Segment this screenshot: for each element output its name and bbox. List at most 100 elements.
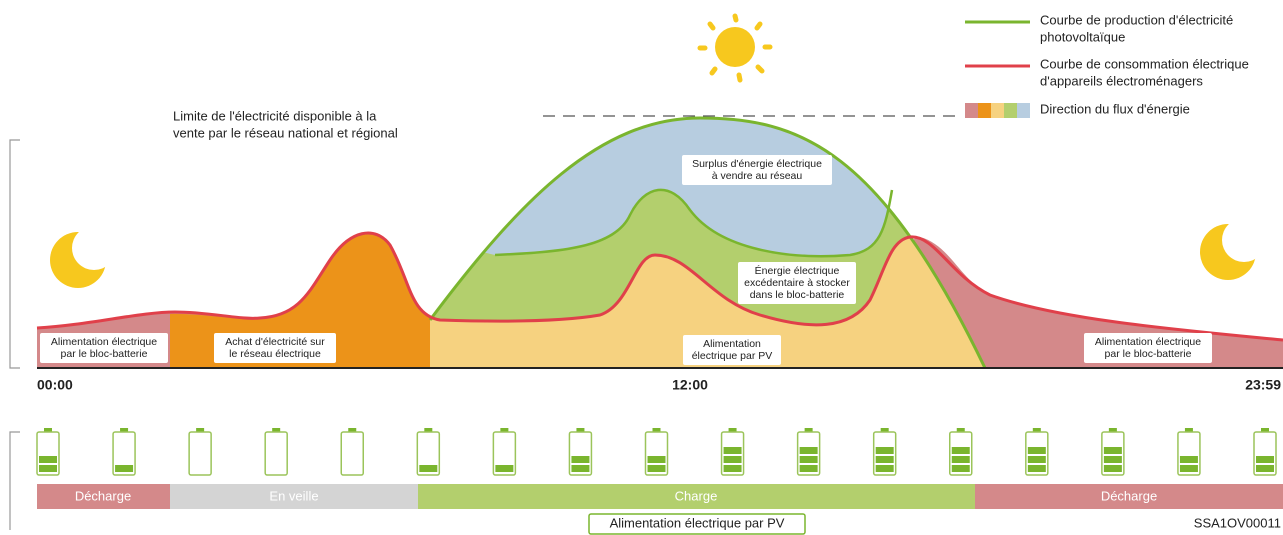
legend-label: Courbe de production d'électricité bbox=[1040, 12, 1233, 27]
battery bbox=[416, 428, 441, 476]
battery bbox=[796, 428, 821, 476]
label-box bbox=[682, 155, 832, 185]
battery bbox=[644, 428, 669, 476]
battery-bar bbox=[495, 465, 514, 472]
battery-bar bbox=[39, 456, 57, 463]
battery-bar bbox=[951, 447, 970, 454]
label-line: Alimentation électrique bbox=[51, 336, 157, 348]
label-line: Alimentation bbox=[703, 338, 761, 350]
pv-supply-area bbox=[430, 236, 985, 368]
label-line: dans le bloc-batterie bbox=[750, 289, 845, 301]
battery-cap bbox=[348, 428, 357, 432]
battery bbox=[264, 428, 288, 476]
battery-body bbox=[1253, 431, 1277, 476]
surplus-area bbox=[430, 118, 892, 257]
legend-swatch bbox=[965, 103, 1030, 118]
battery bbox=[188, 428, 212, 476]
state-bar bbox=[418, 484, 975, 509]
label-line: Achat d'électricité sur bbox=[225, 336, 325, 348]
battery-bar bbox=[875, 465, 894, 472]
battery-bar bbox=[951, 465, 970, 472]
label-line: excédentaire à stocker bbox=[744, 277, 850, 289]
battery-bar bbox=[1027, 456, 1046, 463]
pv-curve bbox=[428, 116, 987, 369]
battery-cap bbox=[272, 428, 281, 432]
legend-label: Courbe de consommation électrique bbox=[1040, 56, 1249, 71]
label-box bbox=[1084, 333, 1212, 363]
battery-body bbox=[340, 431, 364, 476]
time-label: 23:59 bbox=[1245, 377, 1281, 393]
battery-bar bbox=[799, 465, 818, 472]
label-line: à vendre au réseau bbox=[712, 170, 803, 182]
battery-body bbox=[1177, 431, 1201, 476]
legend-label: photovoltaïque bbox=[1040, 29, 1125, 44]
battery-body bbox=[492, 431, 517, 476]
battery-bar bbox=[571, 465, 590, 472]
battery-bar bbox=[1027, 465, 1046, 472]
battery-body bbox=[188, 431, 212, 476]
moon-icon bbox=[50, 226, 116, 288]
limit-label: vente par le réseau national et régional bbox=[173, 125, 398, 140]
battery-bar bbox=[1256, 456, 1274, 463]
footer-label: Alimentation électrique par PV bbox=[610, 515, 785, 530]
battery-bar bbox=[1103, 465, 1122, 472]
state-label: Charge bbox=[675, 488, 718, 503]
label-line: Énergie électrique bbox=[755, 264, 840, 277]
battery-bar bbox=[419, 465, 438, 472]
battery bbox=[112, 428, 136, 476]
consumption-curve bbox=[36, 231, 1283, 342]
moon-icon bbox=[1200, 218, 1266, 280]
pv-inner-curve bbox=[494, 188, 894, 258]
state-label: Décharge bbox=[1101, 488, 1157, 503]
battery-bar bbox=[1179, 465, 1198, 472]
battery-cap bbox=[120, 428, 129, 432]
battery-cap bbox=[1261, 428, 1269, 432]
figure-id: SSA1OV00011 bbox=[1194, 515, 1281, 530]
battery-cap bbox=[196, 428, 205, 432]
battery-bar bbox=[723, 465, 742, 472]
legend-label: d'appareils électroménagers bbox=[1040, 73, 1203, 88]
label-box bbox=[40, 333, 168, 363]
battery bbox=[1253, 428, 1277, 476]
battery-bar bbox=[647, 456, 666, 463]
battery-bar bbox=[951, 456, 970, 463]
state-label: Décharge bbox=[75, 488, 131, 503]
label-box bbox=[214, 333, 336, 363]
battery bbox=[1101, 428, 1125, 476]
state-bar bbox=[975, 484, 1283, 509]
time-label: 00:00 bbox=[37, 377, 73, 393]
battery bbox=[340, 428, 364, 476]
label-box bbox=[683, 335, 781, 365]
footer-box bbox=[588, 513, 806, 535]
battery-bar bbox=[723, 456, 742, 463]
battery bbox=[492, 428, 517, 476]
sun-icon bbox=[697, 13, 773, 83]
battery-bar bbox=[647, 465, 666, 472]
battery bbox=[36, 428, 60, 476]
battery-cap bbox=[652, 428, 661, 432]
battery-body bbox=[568, 431, 593, 476]
battery-bar bbox=[1103, 447, 1122, 454]
state-bar bbox=[170, 484, 418, 509]
battery bbox=[720, 428, 745, 476]
battery-body bbox=[36, 431, 60, 476]
limit-label: Limite de l'électricité disponible à la bbox=[173, 108, 377, 123]
battery-cap bbox=[500, 428, 509, 432]
battery-bar bbox=[1179, 456, 1198, 463]
battery-body bbox=[644, 431, 669, 476]
battery-bar bbox=[799, 447, 818, 454]
battery-cap bbox=[1032, 428, 1041, 432]
battery-bar bbox=[1027, 447, 1046, 454]
battery-bar bbox=[723, 447, 742, 454]
battery-cap bbox=[424, 428, 433, 432]
battery-cap bbox=[804, 428, 813, 432]
battery-cap bbox=[44, 428, 52, 432]
battery-bar bbox=[875, 447, 894, 454]
battery-body bbox=[112, 431, 136, 476]
label-line: électrique par PV bbox=[692, 350, 773, 362]
